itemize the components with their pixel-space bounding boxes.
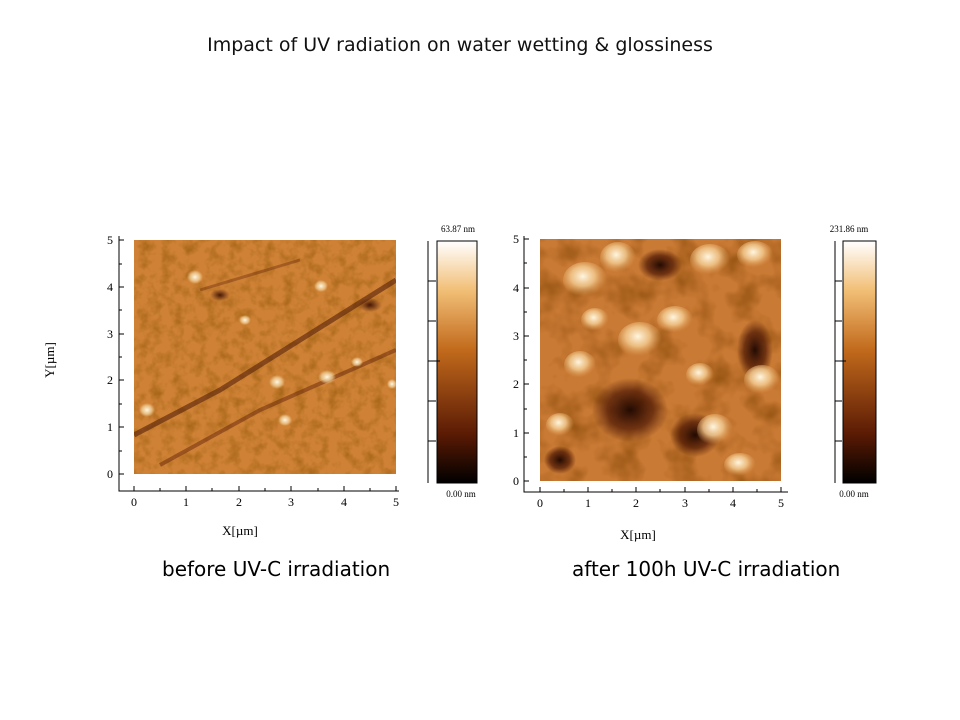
afm-image-before <box>134 240 396 474</box>
x-tick-label: 5 <box>778 496 784 510</box>
afm-panel-before: 0 1 2 3 4 5 0 1 2 3 4 5 X[µm] <box>40 220 478 550</box>
y-tick-label: 3 <box>513 329 519 343</box>
afm-figure-after: 0 1 2 3 4 5 0 1 2 3 4 5 X[µm] <box>513 224 877 542</box>
y-tick-label: 4 <box>513 281 519 295</box>
y-ticks-after: 0 1 2 3 4 5 <box>513 232 529 488</box>
scale-max-label: 231.86 nm <box>830 224 869 234</box>
caption-before: before UV-C irradiation <box>162 557 391 581</box>
y-axis-label: Y[µm] <box>42 342 57 378</box>
y-tick-label: 3 <box>107 327 113 341</box>
y-tick-label: 0 <box>107 467 113 481</box>
y-tick-label: 5 <box>513 232 519 246</box>
x-tick-label: 1 <box>183 495 189 509</box>
x-tick-label: 4 <box>341 495 347 509</box>
x-ticks-after: 0 1 2 3 4 5 <box>537 487 784 510</box>
x-tick-label: 2 <box>236 495 242 509</box>
x-tick-label: 3 <box>682 496 688 510</box>
y-ticks-before: 0 1 2 3 4 5 <box>107 233 124 481</box>
color-scale-before: 63.87 nm 0.00 nm <box>427 224 478 499</box>
x-tick-label: 3 <box>288 495 294 509</box>
y-tick-label: 5 <box>107 233 113 247</box>
y-tick-label: 2 <box>513 377 519 391</box>
caption-after: after 100h UV-C irradiation <box>572 557 841 581</box>
x-tick-label: 1 <box>585 496 591 510</box>
scale-min-label: 0.00 nm <box>446 489 476 499</box>
scale-max-label: 63.87 nm <box>441 224 475 234</box>
x-tick-label: 5 <box>393 495 399 509</box>
y-tick-label: 0 <box>513 474 519 488</box>
x-tick-label: 4 <box>730 496 736 510</box>
y-tick-label: 4 <box>107 280 113 294</box>
y-tick-label: 1 <box>513 426 519 440</box>
x-axis-label: X[µm] <box>620 527 656 542</box>
y-tick-label: 1 <box>107 420 113 434</box>
afm-image-after <box>540 239 781 481</box>
afm-figure-before: 0 1 2 3 4 5 0 1 2 3 4 5 X[µm] <box>42 224 478 538</box>
color-scale-after: 231.86 nm 0.00 nm <box>830 224 877 499</box>
x-tick-label: 0 <box>131 495 137 509</box>
slide-title: Impact of UV radiation on water wetting … <box>207 34 713 56</box>
y-tick-label: 2 <box>107 373 113 387</box>
x-tick-label: 2 <box>633 496 639 510</box>
scale-min-label: 0.00 nm <box>839 489 869 499</box>
x-tick-label: 0 <box>537 496 543 510</box>
afm-panel-after: 0 1 2 3 4 5 0 1 2 3 4 5 X[µm] <box>500 220 920 550</box>
x-axis-label: X[µm] <box>222 523 258 538</box>
x-ticks-before: 0 1 2 3 4 5 <box>131 486 399 509</box>
